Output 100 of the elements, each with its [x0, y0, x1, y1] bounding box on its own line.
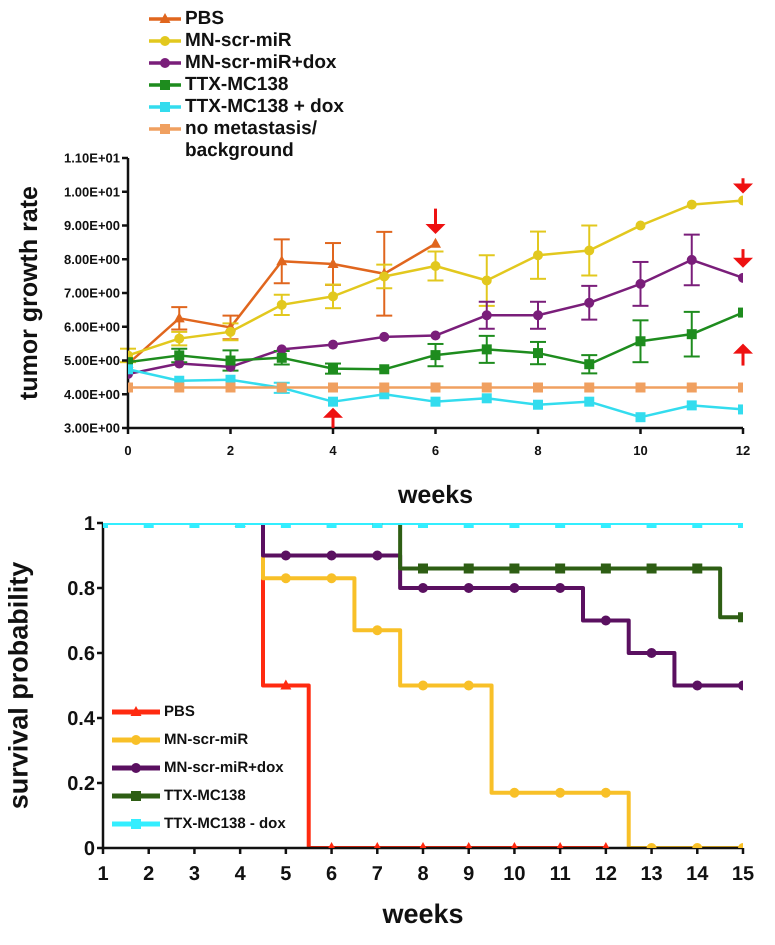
point: [379, 364, 390, 374]
point: [379, 332, 390, 342]
point: [430, 261, 440, 271]
point: [174, 382, 184, 392]
point: [280, 550, 291, 560]
point: [482, 276, 492, 286]
x-tick-label: 8: [534, 443, 542, 458]
x-axis-title: weeks: [381, 899, 464, 929]
point: [418, 583, 428, 593]
point: [328, 396, 338, 407]
point: [636, 336, 646, 346]
point: [276, 255, 288, 266]
y-tick-label: 8.00E+00: [64, 252, 120, 267]
point: [533, 382, 543, 392]
point: [174, 334, 184, 344]
x-tick-label: 11: [550, 863, 571, 886]
point: [418, 680, 428, 690]
point: [533, 348, 543, 358]
legend-label: TTX-MC138 - dox: [164, 814, 286, 834]
point: [379, 271, 390, 282]
point: [646, 648, 657, 658]
point: [226, 382, 236, 392]
point: [686, 382, 697, 392]
point: [686, 400, 697, 410]
point: [430, 396, 440, 407]
legend-label: PBS: [164, 702, 195, 722]
y-tick-label: 0.4: [67, 708, 96, 730]
point: [686, 254, 697, 265]
point: [328, 340, 338, 350]
x-tick-label: 9: [463, 863, 474, 886]
point: [226, 326, 236, 337]
point: [509, 564, 520, 574]
point: [418, 564, 428, 574]
point: [533, 310, 543, 320]
x-tick-label: 3: [188, 863, 200, 886]
legend-label: TTX-MC138: [185, 74, 288, 96]
point: [584, 396, 594, 407]
x-tick-label: 7: [372, 863, 383, 886]
y-tick-label: 0.6: [67, 643, 95, 666]
x-tick-label: 12: [736, 443, 750, 458]
x-tick-label: 6: [432, 443, 440, 458]
point: [280, 573, 291, 584]
point: [533, 250, 543, 260]
y-tick-label: 0.8: [67, 578, 95, 600]
legend-label: MN-scr-miR+dox: [185, 52, 336, 74]
point: [372, 625, 382, 636]
point: [430, 382, 440, 392]
point: [430, 238, 441, 248]
point: [328, 291, 338, 302]
x-tick-label: 4: [329, 443, 338, 458]
legend-label: no metastasis/ background: [185, 118, 318, 162]
point: [692, 564, 702, 574]
point: [464, 564, 474, 574]
legend-label: MN-scr-miR: [185, 30, 292, 52]
x-tick-label: 12: [594, 863, 617, 886]
legend-label: PBS: [185, 8, 224, 30]
y-tick-label: 6.00E+00: [64, 319, 120, 334]
point: [686, 329, 697, 340]
point: [600, 616, 611, 626]
y-tick-label: 1: [84, 513, 95, 536]
x-tick-label: 15: [732, 863, 754, 886]
legend-label: TTX-MC138: [164, 786, 246, 806]
point: [482, 344, 492, 354]
x-tick-label: 2: [143, 863, 154, 886]
point: [600, 564, 611, 574]
y-tick-label: 0: [84, 838, 95, 860]
point: [636, 278, 646, 289]
x-tick-label: 2: [226, 443, 234, 458]
x-tick-label: 0: [124, 443, 132, 458]
x-tick-label: 6: [326, 863, 338, 886]
point: [326, 573, 337, 584]
point: [555, 564, 566, 574]
point: [482, 393, 492, 404]
point: [636, 382, 646, 392]
x-tick-label: 5: [280, 863, 292, 886]
point: [509, 583, 520, 593]
point: [646, 564, 657, 574]
point: [533, 400, 543, 410]
point: [482, 310, 492, 320]
point: [555, 583, 566, 593]
x-tick-label: 13: [640, 863, 663, 886]
point: [174, 312, 185, 322]
x-tick-label: 8: [417, 863, 429, 886]
point: [328, 364, 338, 374]
point: [692, 680, 702, 690]
point: [636, 220, 646, 230]
legend-label: TTX-MC138 + dox: [185, 96, 344, 118]
point: [326, 550, 337, 560]
y-tick-label: 1.10E+01: [64, 150, 120, 166]
point: [584, 298, 594, 308]
y-tick-label: 3.00E+00: [64, 420, 120, 436]
legend-label: MN-scr-miR+dox: [164, 758, 284, 778]
x-tick-label: 4: [234, 863, 247, 886]
y-axis-title: tumor growth rate: [14, 186, 43, 400]
point: [430, 350, 440, 360]
point: [584, 245, 594, 256]
point: [174, 350, 184, 360]
y-tick-label: 5.00E+00: [64, 353, 120, 368]
point: [276, 300, 287, 310]
point: [584, 359, 594, 370]
